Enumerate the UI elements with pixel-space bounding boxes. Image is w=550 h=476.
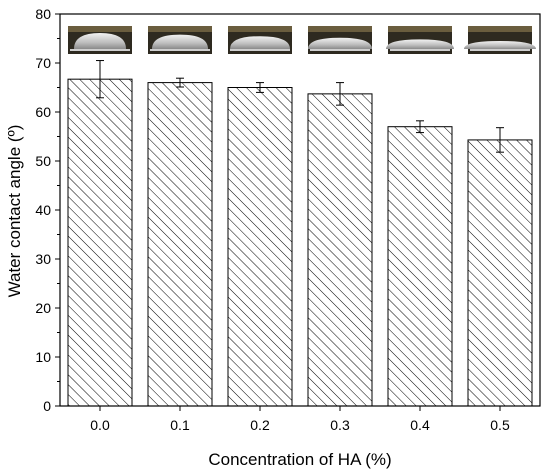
droplet-photo [68,26,132,54]
x-tick-label: 0.4 [410,417,430,433]
x-tick-label: 0.3 [330,417,350,433]
bar [467,139,533,407]
bar [387,126,453,407]
error-bars [96,60,504,153]
y-tick-label: 60 [35,104,51,120]
droplet-photo [308,26,372,54]
bars [67,78,533,407]
x-axis-label: Concentration of HA (%) [208,450,391,469]
y-tick-label: 70 [35,55,51,71]
droplet-images [68,26,536,54]
droplet-photo [386,26,454,54]
y-tick-label: 0 [43,398,51,414]
droplet-photo [148,26,212,54]
x-tick-label: 0.2 [250,417,270,433]
x-tick-label: 0.0 [90,417,110,433]
bar [67,78,133,407]
bar [307,93,373,407]
y-axis-label: Water contact angle (º) [5,125,24,298]
y-tick-label: 40 [35,202,51,218]
y-axis: 0 10 20 30 40 50 60 70 80 [35,6,60,414]
droplet-photo [228,26,292,54]
x-axis: 0.0 0.1 0.2 0.3 0.4 0.5 [90,406,510,433]
y-tick-label: 20 [35,300,51,316]
y-tick-label: 80 [35,6,51,22]
bar [147,82,213,407]
bar [227,87,293,407]
droplet-photo [464,26,536,54]
y-tick-label: 10 [35,349,51,365]
x-tick-label: 0.5 [490,417,510,433]
x-tick-label: 0.1 [170,417,190,433]
y-tick-label: 30 [35,251,51,267]
y-tick-label: 50 [35,153,51,169]
